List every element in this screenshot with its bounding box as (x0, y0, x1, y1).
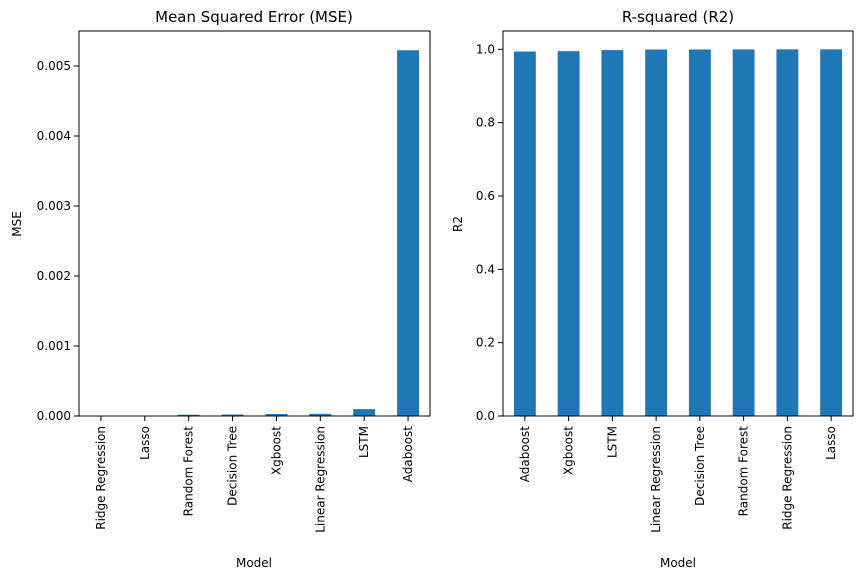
mse-ytick-label-3: 0.003 (37, 199, 71, 213)
mse-x-axis-label: Model (236, 556, 272, 570)
r2-bar-0 (513, 51, 536, 416)
mse-plot-frame (78, 30, 431, 417)
mse-bars (89, 50, 420, 416)
r2-bar-4 (688, 49, 711, 416)
r2-ytick-label-0: 0.0 (476, 409, 495, 423)
r2-bar-7 (820, 49, 843, 417)
r2-xtick-label-1: Xgboost (562, 426, 576, 475)
r2-y-ticks: 0.0 0.2 0.4 0.6 0.8 1.0 (476, 42, 503, 423)
mse-xtick-label-3: Decision Tree (226, 426, 240, 506)
r2-plot-frame (502, 30, 854, 417)
r2-chart: R-squared (R2) Model R2 0.0 0.2 0.4 0.6 0.8 1… (451, 8, 854, 570)
mse-ytick-label-0: 0.000 (37, 409, 71, 423)
mse-xtick-label-4: Xgboost (269, 426, 283, 475)
r2-ytick-label-2: 0.4 (476, 262, 495, 276)
r2-xtick-label-5: Random Forest (737, 426, 751, 517)
r2-bar-6 (776, 49, 799, 417)
r2-bars (513, 49, 843, 417)
r2-y-axis-label: R2 (451, 216, 465, 232)
r2-chart-title: R-squared (R2) (622, 8, 734, 26)
r2-bar-1 (557, 51, 580, 417)
mse-xtick-label-1: Lasso (138, 426, 152, 460)
mse-bar-3 (221, 414, 244, 416)
mse-xtick-label-5: Linear Regression (313, 426, 327, 533)
mse-bar-4 (265, 414, 288, 416)
mse-ytick-label-1: 0.001 (37, 339, 71, 353)
r2-bar-3 (645, 49, 668, 417)
mse-xtick-label-6: LSTM (357, 426, 371, 458)
r2-x-ticks: Adaboost Xgboost LSTM Linear Regression Deci… (518, 416, 838, 533)
mse-bar-6 (353, 409, 376, 416)
r2-xtick-label-4: Decision Tree (693, 426, 707, 506)
mse-chart: Mean Squared Error (MSE) Model MSE 0.000… (10, 8, 431, 570)
mse-bar-2 (177, 414, 200, 416)
mse-xtick-label-7: Adaboost (401, 426, 415, 483)
mse-xtick-label-2: Random Forest (182, 426, 196, 517)
r2-xtick-label-7: Lasso (824, 426, 838, 460)
r2-ytick-label-3: 0.6 (476, 189, 495, 203)
r2-ytick-label-1: 0.2 (476, 336, 495, 350)
mse-y-ticks: 0.000 0.001 0.002 0.003 0.004 0.005 (37, 59, 79, 423)
r2-x-axis-label: Model (660, 556, 696, 570)
r2-bar-5 (732, 49, 755, 416)
r2-xtick-label-2: LSTM (605, 426, 619, 458)
mse-chart-title: Mean Squared Error (MSE) (155, 8, 353, 26)
mse-y-axis-label: MSE (10, 211, 24, 237)
mse-bar-5 (309, 413, 332, 416)
mse-ytick-label-5: 0.005 (37, 59, 71, 73)
r2-bar-2 (601, 50, 624, 416)
mse-bar-7 (397, 50, 420, 416)
mse-ytick-label-4: 0.004 (37, 129, 71, 143)
r2-xtick-label-0: Adaboost (518, 426, 532, 483)
r2-xtick-label-3: Linear Regression (649, 426, 663, 533)
r2-ytick-label-4: 0.8 (476, 116, 495, 130)
mse-ytick-label-2: 0.002 (37, 269, 71, 283)
r2-ytick-label-5: 1.0 (476, 42, 495, 56)
mse-xtick-label-0: Ridge Regression (94, 426, 108, 530)
mse-x-ticks: Ridge Regression Lasso Random Forest Decisi… (94, 416, 415, 533)
r2-xtick-label-6: Ridge Regression (780, 426, 794, 530)
